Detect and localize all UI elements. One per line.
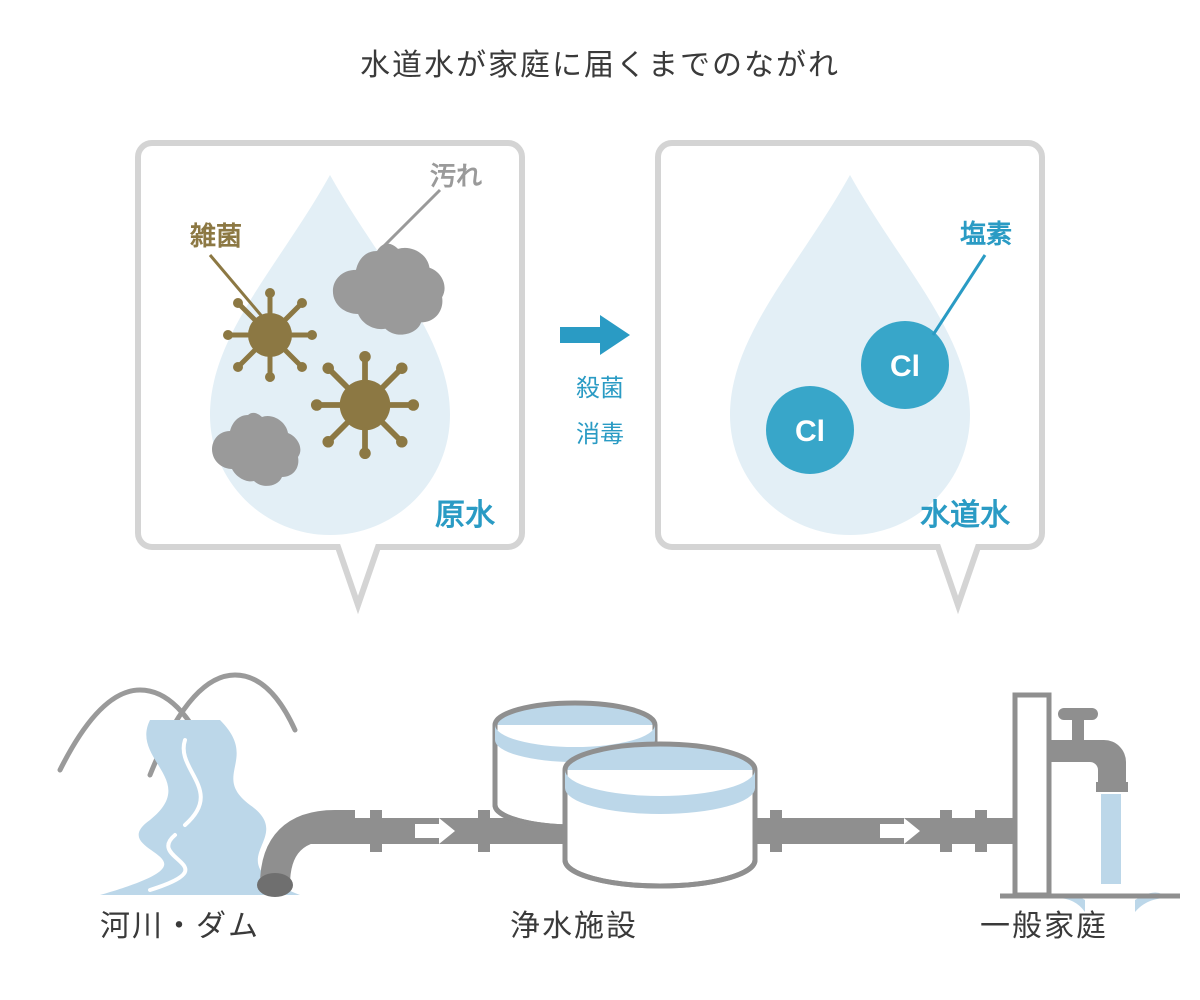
- arrow-label-1: 殺菌: [555, 372, 645, 406]
- callout-tap-water: Cl Cl 塩素 水道水: [650, 135, 1050, 555]
- tank-front: [565, 744, 755, 886]
- arrow-label-2: 消毒: [555, 418, 645, 452]
- tap-water-svg: Cl Cl 塩素 水道水: [650, 135, 1050, 615]
- arrow-icon: [555, 310, 635, 360]
- label-plant: 浄水施設: [510, 901, 638, 945]
- flow-illustration: [0, 600, 1200, 930]
- raw-water-svg: 雑菌 汚れ 原水: [130, 135, 530, 615]
- dirt-label: 汚れ: [430, 161, 482, 191]
- raw-water-label: 原水: [435, 499, 496, 532]
- faucet-icon: [1015, 695, 1167, 912]
- chlorine-label: 塩素: [960, 219, 1012, 249]
- page-title: 水道水が家庭に届くまでのながれ: [0, 40, 1200, 84]
- label-river: 河川・ダム: [100, 901, 260, 945]
- label-home: 一般家庭: [980, 901, 1108, 945]
- svg-text:Cl: Cl: [890, 350, 920, 383]
- process-arrow: 殺菌 消毒: [555, 310, 645, 451]
- tap-water-label: 水道水: [920, 499, 1011, 532]
- germ-label: 雑菌: [189, 221, 242, 251]
- svg-text:Cl: Cl: [795, 415, 825, 448]
- callout-raw-water: 雑菌 汚れ 原水: [130, 135, 530, 555]
